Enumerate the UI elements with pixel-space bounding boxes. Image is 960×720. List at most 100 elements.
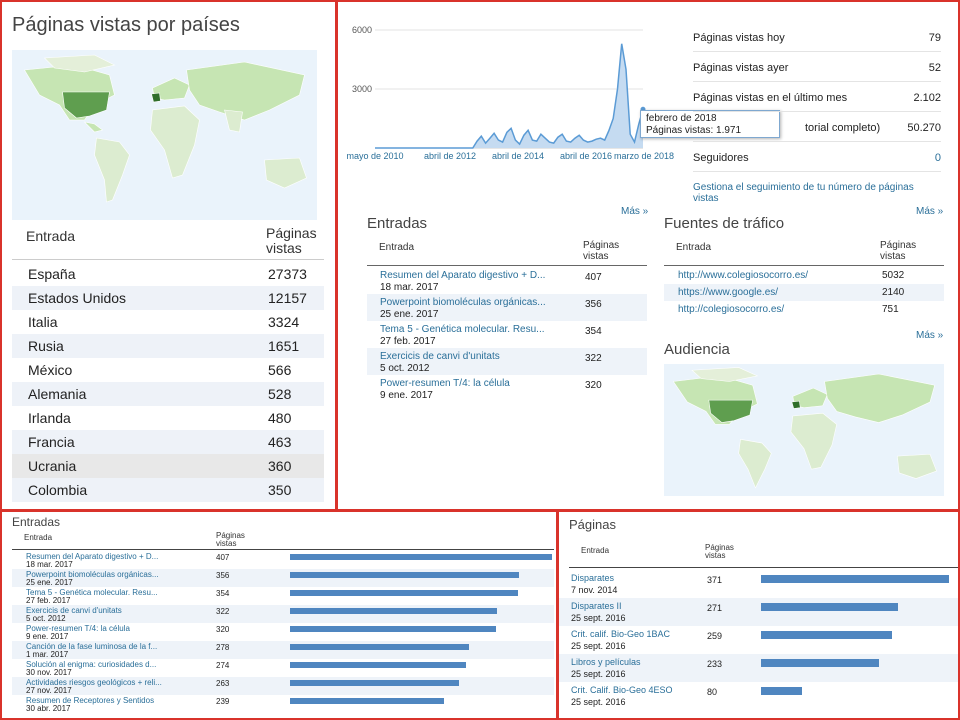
entrada-bar-row[interactable]: Canción de la fase luminosa de la f... 1 … — [12, 641, 554, 659]
y-tick-label: 3000 — [352, 84, 372, 94]
entrada-bar — [290, 698, 444, 704]
country-name: Rusia — [28, 338, 64, 354]
tooltip-value: Páginas vistas: 1.971 — [646, 125, 742, 136]
entrada-bar-views: 263 — [216, 679, 230, 688]
pagina-link[interactable]: Disparates — [571, 573, 615, 583]
entrada-bar-row[interactable]: Solución al enigma: curiosidades d... 30 … — [12, 659, 554, 677]
stat-label: Páginas vistas en el último mes — [693, 92, 848, 104]
country-name: Francia — [28, 434, 75, 450]
pagina-link[interactable]: Disparates II — [571, 601, 622, 611]
pagina-link[interactable]: Crit. calif. Bio-Geo 1BAC — [571, 629, 671, 639]
pagina-views: 233 — [707, 659, 723, 669]
country-row: Francia 463 — [12, 430, 324, 454]
entrada-link[interactable]: Exercicis de canvi d'unitats — [380, 351, 500, 362]
entrada-bar — [290, 644, 469, 650]
country-views: 480 — [268, 410, 292, 426]
countries-panel: Páginas vistas por países Entrada Página… — [0, 0, 337, 511]
entrada-bar-link[interactable]: Resumen de Receptores y Sentidos — [26, 696, 155, 705]
series-area — [375, 43, 643, 148]
world-map[interactable] — [12, 50, 317, 220]
entrada-bar-row[interactable]: Tema 5 - Genética molecular. Resu... 27 f… — [12, 587, 554, 605]
entrada-link[interactable]: Resumen del Aparato digestivo + D... — [380, 270, 546, 281]
pagina-views: 371 — [707, 575, 723, 585]
pagina-link[interactable]: Crit. Calif. Bio-Geo 4ESO — [571, 685, 673, 695]
pagina-row[interactable]: Crit. calif. Bio-Geo 1BAC 25 sept. 2016 25… — [559, 626, 958, 654]
fuente-row[interactable]: http://colegiosocorro.es/751 — [664, 301, 944, 318]
pagina-row[interactable]: Disparates II 25 sept. 2016 271 — [559, 598, 958, 626]
entrada-row[interactable]: Power-resumen T/4: la célula 9 ene. 2017 3… — [367, 375, 647, 402]
y-tick-label: 6000 — [352, 25, 372, 35]
entrada-row[interactable]: Tema 5 - Genética molecular. Resu... 27 f… — [367, 321, 647, 348]
manage-tracking-link[interactable]: Gestiona el seguimiento de tu número de … — [693, 182, 914, 204]
entrada-bar-link[interactable]: Canción de la fase luminosa de la f... — [26, 642, 158, 651]
fuente-link[interactable]: http://www.colegiosocorro.es/ — [678, 270, 809, 281]
pagina-row[interactable]: Disparates 7 nov. 2014 371 — [559, 570, 958, 598]
country-row: Colombia 350 — [12, 478, 324, 502]
fuente-row[interactable]: http://www.colegiosocorro.es/5032 — [664, 267, 944, 284]
entrada-link[interactable]: Tema 5 - Genética molecular. Resu... — [380, 324, 545, 335]
country-name: Estados Unidos — [28, 290, 127, 306]
entrada-date: 25 ene. 2017 — [380, 309, 439, 320]
entrada-bar — [290, 680, 459, 686]
entrada-bar-row[interactable]: Exercicis de canvi d'unitats 5 oct. 2012 3… — [12, 605, 554, 623]
country-views: 12157 — [268, 290, 307, 306]
entrada-bar-row[interactable]: Powerpoint biomoléculas orgánicas... 25 e… — [12, 569, 554, 587]
pagina-date: 25 sept. 2016 — [571, 613, 626, 623]
country-views: 360 — [268, 458, 292, 474]
audience-map[interactable] — [664, 364, 944, 496]
entrada-bar-row[interactable]: Power-resumen T/4: la célula 9 ene. 2017 3… — [12, 623, 554, 641]
stat-label: Páginas vistas hoy — [693, 32, 785, 44]
fuente-row[interactable]: https://www.google.es/2140 — [664, 284, 944, 301]
entrada-bar-link[interactable]: Resumen del Aparato digestivo + D... — [26, 552, 159, 561]
paginas-panel: Páginas Entrada Páginas vistas Disparate… — [557, 510, 960, 720]
entrada-row[interactable]: Exercicis de canvi d'unitats 5 oct. 2012 3… — [367, 348, 647, 375]
country-row: España 27373 — [12, 262, 324, 286]
entrada-bar-link[interactable]: Actividades riesgos geológicos + reli... — [26, 678, 162, 687]
entrada-bar-link[interactable]: Exercicis de canvi d'unitats — [26, 606, 122, 615]
x-tick-label: abril de 2014 — [492, 151, 544, 161]
entrada-bar-date: 25 ene. 2017 — [26, 578, 73, 587]
entradas-more-link[interactable]: Más » — [621, 206, 649, 217]
entrada-bar-row[interactable]: Resumen de Receptores y Sentidos 30 abr. … — [12, 695, 554, 713]
audiencia-more-link[interactable]: Más » — [916, 330, 944, 341]
entradas-title: Entradas — [367, 215, 428, 232]
pagina-views: 259 — [707, 631, 723, 641]
entrada-bar-row[interactable]: Actividades riesgos geológicos + reli...… — [12, 677, 554, 695]
x-tick-label: abril de 2012 — [424, 151, 476, 161]
pageviews-chart[interactable]: 6000 3000 mayo de 2010 abril de 2012 abril d… — [338, 2, 683, 172]
pagina-views: 80 — [707, 687, 718, 697]
fuentes-more-link[interactable]: Más » — [916, 206, 944, 217]
fuente-link[interactable]: https://www.google.es/ — [678, 287, 779, 298]
pagina-row[interactable]: Crit. Calif. Bio-Geo 4ESO 25 sept. 2016 80 — [559, 682, 958, 710]
entrada-row[interactable]: Powerpoint biomoléculas orgánicas... 25 e… — [367, 294, 647, 321]
entrada-bar-link[interactable]: Powerpoint biomoléculas orgánicas... — [26, 570, 159, 579]
fuente-link[interactable]: http://colegiosocorro.es/ — [678, 304, 785, 315]
series-line — [375, 43, 644, 149]
paginas-col-views: Páginas vistas — [705, 543, 734, 560]
entrada-link[interactable]: Powerpoint biomoléculas orgánicas... — [380, 297, 546, 308]
fuentes-header: Entrada Páginas vistas — [664, 238, 944, 266]
entrada-link[interactable]: Power-resumen T/4: la célula — [380, 378, 510, 389]
entrada-bar-link[interactable]: Solución al enigma: curiosidades d... — [26, 660, 157, 669]
entrada-bar-row[interactable]: Resumen del Aparato digestivo + D... 18 m… — [12, 551, 554, 569]
stat-row: Páginas vistas ayer 52 — [693, 52, 941, 82]
pagina-bar — [761, 603, 898, 611]
entrada-row[interactable]: Resumen del Aparato digestivo + D... 18 m… — [367, 267, 647, 294]
pagina-row[interactable]: Libros y películas 25 sept. 2016 233 — [559, 654, 958, 682]
country-row: Estados Unidos 12157 — [12, 286, 324, 310]
pagina-date: 7 nov. 2014 — [571, 585, 618, 595]
entrada-bar-views: 407 — [216, 553, 230, 562]
stat-value: 50.270 — [907, 122, 941, 134]
entrada-views: 356 — [585, 299, 602, 310]
entrada-bar-link[interactable]: Power-resumen T/4: la célula — [26, 624, 130, 633]
x-tick-label: marzo de 2018 — [614, 151, 674, 161]
entrada-bar-date: 5 oct. 2012 — [26, 614, 66, 623]
fuente-views: 751 — [882, 304, 899, 315]
pagina-link[interactable]: Libros y películas — [571, 657, 641, 667]
pagina-date: 25 sept. 2016 — [571, 641, 626, 651]
fuentes-col-views: Páginas vistas — [880, 240, 917, 262]
entrada-bar — [290, 590, 518, 596]
country-views: 27373 — [268, 266, 307, 282]
stat-row: Páginas vistas hoy 79 — [693, 22, 941, 52]
entrada-bar-link[interactable]: Tema 5 - Genética molecular. Resu... — [26, 588, 158, 597]
